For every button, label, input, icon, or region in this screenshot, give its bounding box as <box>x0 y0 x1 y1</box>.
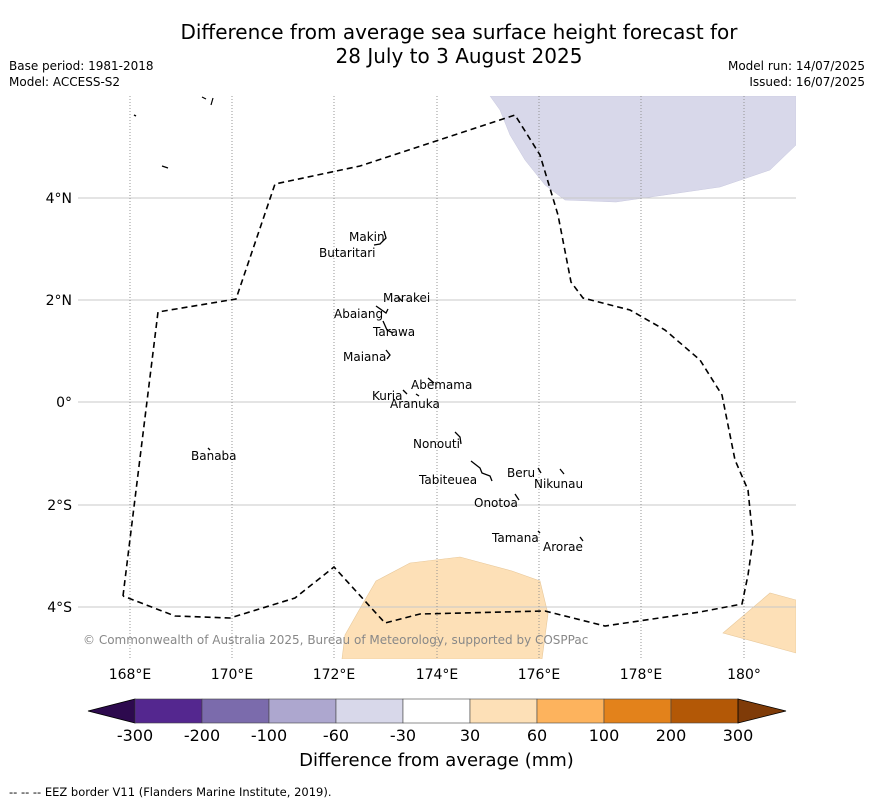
model-run-text: Model run: 14/07/2025 <box>727 59 865 73</box>
colorbar-box <box>335 698 404 724</box>
island-label-makin: Makin <box>349 230 385 244</box>
eez-footnote: -- -- -- EEZ border V11 (Flanders Marine… <box>9 785 332 799</box>
lon-tick-168e: 168°E <box>109 667 152 683</box>
island-label-beru: Beru <box>507 466 535 480</box>
title-line1: Difference from average sea surface heig… <box>180 20 738 44</box>
map-title: Difference from average sea surface heig… <box>0 20 873 68</box>
colorbar-box <box>402 698 471 724</box>
island-label-butaritari: Butaritari <box>319 246 376 260</box>
island-label-onotoa: Onotoa <box>474 496 518 510</box>
colorbar-tick-labels: -300 -200 -100 -60 -30 30 60 100 200 300 <box>117 726 753 745</box>
island-label-kuria: Kuria <box>372 389 403 403</box>
meta-right: Model run: 14/07/2025 Issued: 16/07/2025 <box>728 58 865 90</box>
lon-tick-178e: 178°E <box>620 667 663 683</box>
positive-anomaly-area-east <box>722 592 796 654</box>
cbar-tick-60: 60 <box>527 726 547 745</box>
cbar-tick-neg200: -200 <box>184 726 220 745</box>
meta-left: Base period: 1981-2018 Model: ACCESS-S2 <box>9 58 154 90</box>
longitude-tick-labels: 168°E 170°E 172°E 174°E 176°E 178°E 180° <box>109 667 761 683</box>
negative-anomaly-area <box>489 96 796 203</box>
island-label-marakei: Marakei <box>383 291 430 305</box>
colorbar-box <box>603 698 672 724</box>
island-label-abaiang: Abaiang <box>334 307 383 321</box>
title-line2: 28 July to 3 August 2025 <box>335 44 583 68</box>
model-text: Model: ACCESS-S2 <box>9 75 121 89</box>
island-label-aranuka: Aranuka <box>390 397 440 411</box>
cbar-tick-100: 100 <box>589 726 620 745</box>
map-panel: Makin Butaritari Marakei Abaiang Tarawa … <box>46 96 796 683</box>
island-label-nonouti: Nonouti <box>413 437 460 451</box>
lon-tick-174e: 174°E <box>416 667 459 683</box>
cbar-tick-neg30: -30 <box>390 726 416 745</box>
cbar-tick-30: 30 <box>460 726 480 745</box>
colorbar: -300 -200 -100 -60 -30 30 60 100 200 300 <box>87 698 787 745</box>
colorbar-box <box>134 698 203 724</box>
colorbar-box <box>201 698 270 724</box>
island-label-tabiteuea: Tabiteuea <box>418 473 477 487</box>
lon-tick-180: 180° <box>727 667 761 683</box>
eez-border <box>122 114 754 627</box>
island-outlines <box>207 230 584 542</box>
lat-tick-2s: 2°S <box>47 498 72 514</box>
lon-tick-172e: 172°E <box>313 667 356 683</box>
copyright-text: © Commonwealth of Australia 2025, Bureau… <box>83 633 588 647</box>
base-period-text: Base period: 1981-2018 <box>9 59 154 73</box>
colorbar-box <box>469 698 538 724</box>
positive-anomaly-area-south <box>341 556 549 659</box>
colorbar-extend-high <box>737 698 787 724</box>
lat-tick-4s: 4°S <box>47 600 72 616</box>
cbar-tick-neg300: -300 <box>117 726 153 745</box>
lat-tick-0: 0° <box>56 395 72 411</box>
lat-tick-4n: 4°N <box>46 191 72 207</box>
colorbar-boxes <box>87 698 787 724</box>
longitude-gridlines <box>129 96 745 659</box>
cbar-tick-300: 300 <box>723 726 754 745</box>
cbar-tick-neg100: -100 <box>251 726 287 745</box>
colorbar-extend-low <box>87 698 136 724</box>
island-label-tarawa: Tarawa <box>372 325 415 339</box>
colorbar-box <box>268 698 337 724</box>
island-label-tamana: Tamana <box>491 531 539 545</box>
issued-text: Issued: 16/07/2025 <box>749 75 865 89</box>
cbar-tick-200: 200 <box>656 726 687 745</box>
island-label-arorae: Arorae <box>543 540 583 554</box>
island-labels: Makin Butaritari Marakei Abaiang Tarawa … <box>191 230 583 554</box>
colorbar-label: Difference from average (mm) <box>299 750 574 771</box>
cbar-tick-neg60: -60 <box>323 726 349 745</box>
island-label-maiana: Maiana <box>343 350 386 364</box>
island-label-nikunau: Nikunau <box>534 477 583 491</box>
lon-tick-170e: 170°E <box>211 667 254 683</box>
colorbar-box <box>670 698 739 724</box>
island-label-banaba: Banaba <box>191 449 237 463</box>
lat-tick-2n: 2°N <box>46 293 72 309</box>
island-shape-nw3 <box>133 114 137 117</box>
colorbar-box <box>536 698 605 724</box>
island-shape-nw1 <box>201 96 207 100</box>
latitude-tick-labels: 4°N 2°N 0° 2°S 4°S <box>46 191 73 616</box>
island-shape-nw2 <box>210 97 214 106</box>
lon-tick-176e: 176°E <box>518 667 561 683</box>
island-shape-nw4 <box>161 165 169 169</box>
island-label-abemama: Abemama <box>411 378 472 392</box>
